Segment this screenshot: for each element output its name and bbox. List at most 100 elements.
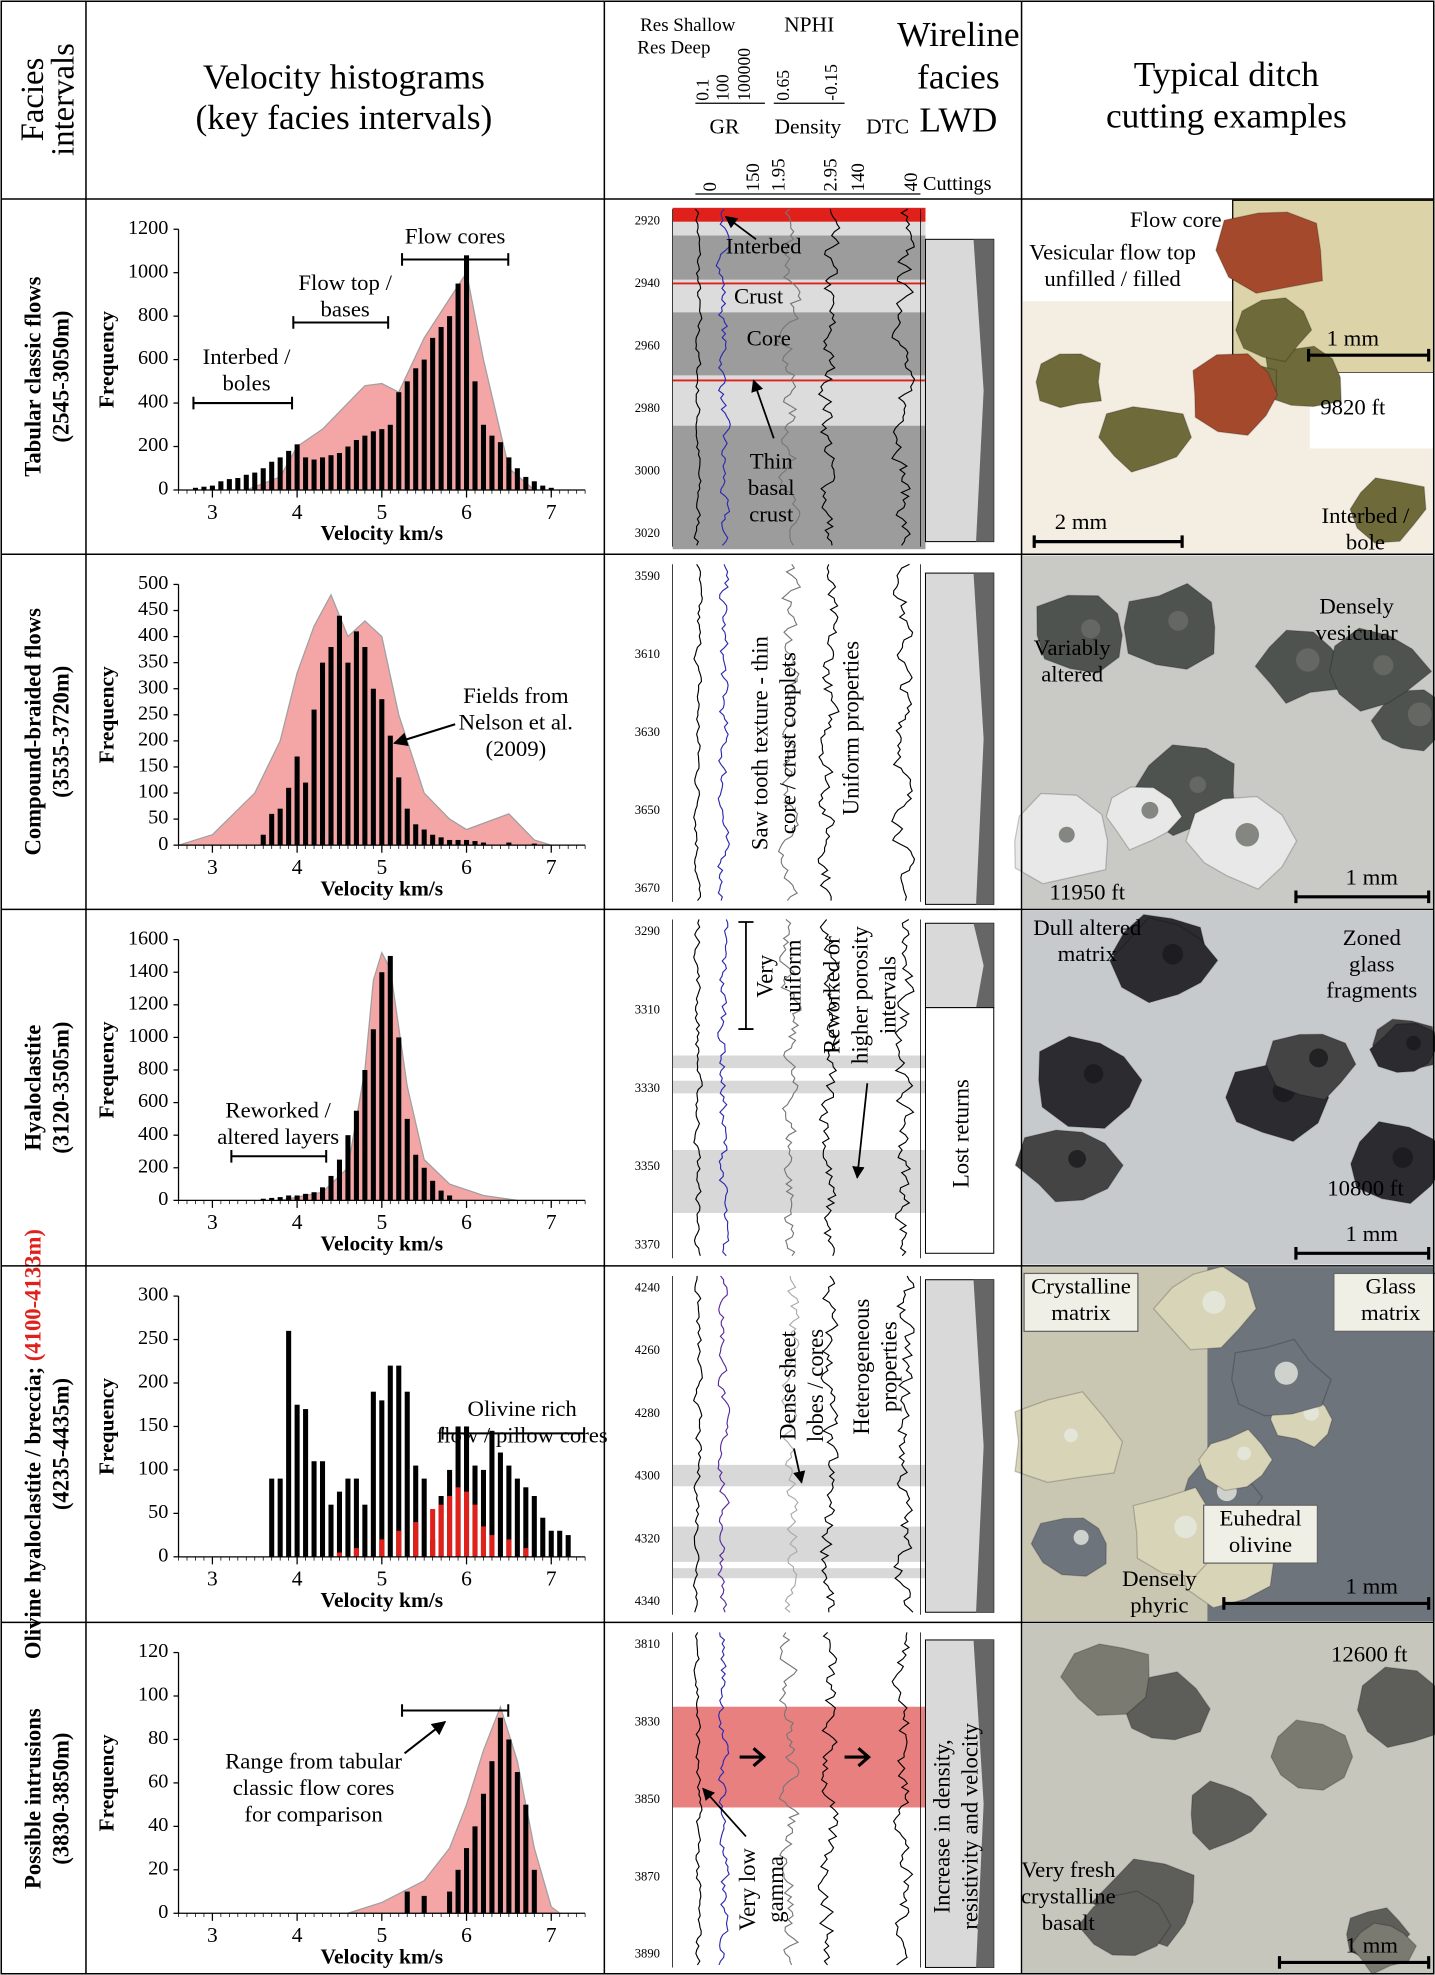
depth-label: 4320 (635, 1531, 660, 1545)
x-tick-label: 5 (376, 855, 387, 879)
histogram-bar (345, 1135, 350, 1200)
annotation: Nelson et al. (459, 709, 573, 734)
scale-label: 140 (848, 163, 869, 191)
histogram-bar (515, 1479, 520, 1557)
histogram-bar (422, 1168, 427, 1201)
histogram-bar (396, 392, 401, 490)
scale-label: 100000 (734, 48, 754, 101)
photo-note: matrix (1058, 941, 1118, 966)
histogram-bar (532, 1870, 537, 1913)
photo-note: 12600 ft (1331, 1642, 1408, 1667)
x-tick-label: 3 (207, 1567, 218, 1591)
header-title: facies (917, 58, 1000, 97)
depth-label: 3670 (635, 881, 660, 895)
grain-spot (1406, 1036, 1421, 1051)
histogram-bar (456, 284, 461, 490)
track-label: Cuttings (923, 173, 992, 195)
legend-label: NPHI (784, 12, 834, 36)
y-tick-label: 150 (138, 1414, 168, 1436)
photo-note: Interbed / (1322, 503, 1410, 528)
grain-spot (1237, 1447, 1251, 1461)
histogram-bar (269, 1479, 274, 1557)
histogram-bar (523, 1805, 528, 1914)
y-tick-label: 60 (148, 1771, 168, 1793)
photo-note: 1 mm (1327, 325, 1380, 350)
histogram-bar (362, 647, 367, 845)
photo-note: Variably (1034, 635, 1112, 660)
y-tick-label: 1000 (128, 260, 168, 282)
y-tick-label: 50 (148, 1501, 168, 1523)
header-title: (key facies intervals) (196, 98, 493, 137)
row-label: (3535-3720m) (48, 666, 73, 798)
histogram-bar (456, 1487, 461, 1557)
y-tick-label: 100 (138, 1458, 168, 1480)
grain-spot (1236, 823, 1260, 846)
annotation: Flow cores (405, 223, 506, 248)
histogram-bar (312, 460, 317, 490)
log-note: gamma (763, 1856, 788, 1923)
histogram-bar (278, 809, 283, 846)
scale-label: 40 (901, 173, 922, 192)
histogram-bar (422, 360, 427, 490)
x-tick-label: 4 (292, 1567, 303, 1591)
log-band (673, 1707, 926, 1808)
x-tick-label: 7 (546, 1210, 557, 1234)
y-tick-label: 400 (138, 1123, 168, 1145)
photo-note: Flow core (1130, 207, 1222, 232)
annotation: boles (223, 371, 271, 396)
y-tick-label: 80 (148, 1727, 168, 1749)
header-title: Wireline (897, 15, 1019, 54)
log-note: intervals (875, 956, 900, 1034)
histogram-bar (532, 481, 537, 490)
photo-note: 1 mm (1346, 1574, 1399, 1599)
histogram-bar (447, 840, 452, 845)
histogram-bar (345, 1479, 350, 1557)
histogram-bar (422, 830, 427, 846)
photo-note: basalt (1042, 1910, 1096, 1935)
y-tick-label: 0 (158, 833, 168, 855)
depth-label: 4340 (635, 1594, 660, 1608)
depth-label: 2940 (635, 276, 660, 290)
histogram-bar (354, 1479, 359, 1557)
histogram-bar (481, 1526, 486, 1556)
log-note: uniform (780, 939, 805, 1012)
annotation: bases (321, 296, 370, 321)
histogram-bar (286, 1331, 291, 1557)
depth-label: 3630 (635, 725, 660, 739)
photo-note: vesicular (1316, 620, 1399, 645)
histogram-bar (303, 783, 308, 846)
y-tick-label: 450 (138, 598, 168, 620)
histogram-bar (320, 1187, 325, 1200)
page: {"header": { "facies": ["Facies", "inter… (0, 0, 1435, 1975)
histogram-bar (430, 1509, 435, 1557)
scale-label: 0.1 (692, 79, 712, 101)
histogram-bar (354, 1111, 359, 1201)
grain-spot (1392, 1147, 1413, 1168)
histogram-bar (227, 479, 232, 490)
annotation: Interbed / (203, 344, 291, 369)
annotation: for comparison (244, 1802, 383, 1827)
histogram-bar (396, 1037, 401, 1200)
y-tick-label: 250 (138, 1327, 168, 1349)
photo-note: fragments (1326, 978, 1417, 1003)
photo-note: 11950 ft (1050, 880, 1126, 905)
histogram-bar (218, 481, 223, 490)
log-note: Very low (735, 1848, 760, 1931)
grain-spot (1296, 648, 1320, 671)
photo-note: Densely (1122, 1566, 1197, 1591)
y-tick-label: 500 (138, 572, 168, 594)
photo-note: 9820 ft (1320, 395, 1386, 420)
histogram-bar (430, 338, 435, 490)
grain-spot (1168, 611, 1188, 631)
log-note: core / crust couplets (775, 652, 800, 834)
histogram-bar (413, 824, 418, 845)
annotation: Range from tabular (225, 1749, 402, 1774)
histogram-bar (464, 1848, 469, 1913)
histogram-bar (540, 1518, 545, 1557)
y-tick-label: 0 (158, 1544, 168, 1566)
figure: FaciesintervalsVelocity histograms(key f… (0, 0, 1435, 1975)
photo-note: Densely (1319, 594, 1394, 619)
histogram-bar (388, 425, 393, 490)
log-note: Lost returns (949, 1079, 974, 1188)
photo-note: Vesicular flow top (1029, 240, 1196, 265)
